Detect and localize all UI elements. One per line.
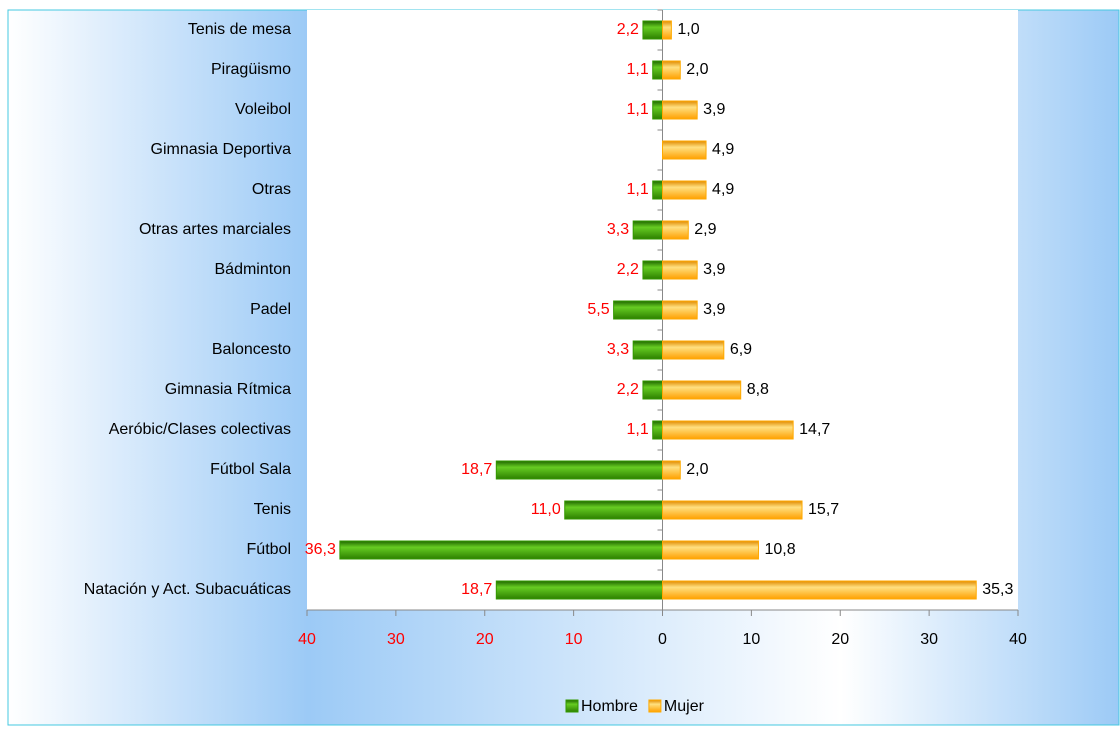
value-label: 3,3 <box>607 341 629 358</box>
value-label: 8,8 <box>747 381 769 398</box>
y-tick-label: Baloncesto <box>212 341 291 358</box>
y-tick-label: Aeróbic/Clases colectivas <box>109 421 291 438</box>
x-tick-label: 40 <box>1009 631 1027 648</box>
bar <box>642 380 664 400</box>
value-label: 15,7 <box>808 501 839 518</box>
bar <box>662 460 681 480</box>
bar <box>495 460 663 480</box>
x-tick-label: 10 <box>742 631 760 648</box>
y-tick-label: Gimnasia Rítmica <box>165 381 291 398</box>
bar <box>662 580 977 600</box>
value-label: 3,9 <box>703 301 725 318</box>
bar <box>662 260 698 280</box>
x-tick-label: 0 <box>658 631 667 648</box>
y-tick-label: Piragüismo <box>211 61 291 78</box>
x-tick-label: 30 <box>920 631 938 648</box>
value-label: 18,7 <box>461 461 492 478</box>
value-label: 1,1 <box>626 421 648 438</box>
bar <box>662 20 672 40</box>
bar <box>613 300 664 320</box>
y-tick-label: Otras artes marciales <box>139 221 291 238</box>
value-label: 4,9 <box>712 181 734 198</box>
value-label: 5,5 <box>587 301 609 318</box>
legend-swatch <box>565 699 579 713</box>
bar <box>662 140 707 160</box>
bar <box>662 100 698 120</box>
y-tick-label: Gimnasia Deportiva <box>151 141 292 158</box>
bar <box>662 420 794 440</box>
bar <box>662 180 707 200</box>
legend-label: Hombre <box>581 698 638 715</box>
value-label: 1,0 <box>677 21 699 38</box>
value-label: 10,8 <box>764 541 795 558</box>
value-label: 2,2 <box>617 21 639 38</box>
value-label: 2,2 <box>617 261 639 278</box>
bar <box>632 340 664 360</box>
legend-swatch <box>648 699 662 713</box>
value-label: 6,9 <box>730 341 752 358</box>
value-label: 3,9 <box>703 101 725 118</box>
value-label: 3,9 <box>703 261 725 278</box>
bar <box>662 300 698 320</box>
bar <box>662 220 689 240</box>
value-label: 3,3 <box>607 221 629 238</box>
y-tick-label: Otras <box>252 181 291 198</box>
value-label: 36,3 <box>305 541 336 558</box>
value-label: 1,1 <box>626 181 648 198</box>
x-tick-label: 20 <box>476 631 494 648</box>
bar <box>652 180 664 200</box>
y-tick-label: Fútbol <box>247 541 291 558</box>
bar <box>564 500 663 520</box>
x-tick-label: 40 <box>298 631 316 648</box>
bar <box>662 540 759 560</box>
y-tick-label: Natación y Act. Subacuáticas <box>84 581 291 598</box>
bar <box>652 100 664 120</box>
bar <box>632 220 664 240</box>
value-label: 4,9 <box>712 141 734 158</box>
bar <box>495 580 663 600</box>
y-tick-label: Padel <box>250 301 291 318</box>
bar <box>642 260 664 280</box>
y-tick-label: Fútbol Sala <box>210 461 291 478</box>
value-label: 2,9 <box>694 221 716 238</box>
value-label: 2,0 <box>686 61 708 78</box>
y-tick-label: Tenis <box>254 501 291 518</box>
value-label: 1,1 <box>626 101 648 118</box>
bar <box>642 20 664 40</box>
y-tick-label: Voleibol <box>235 101 291 118</box>
bar <box>662 500 803 520</box>
value-label: 35,3 <box>982 581 1013 598</box>
x-tick-label: 30 <box>387 631 405 648</box>
value-label: 18,7 <box>461 581 492 598</box>
y-tick-label: Tenis de mesa <box>188 21 291 38</box>
bar <box>652 60 664 80</box>
value-label: 2,2 <box>617 381 639 398</box>
value-label: 11,0 <box>531 501 561 518</box>
bar <box>662 60 681 80</box>
x-tick-label: 20 <box>831 631 849 648</box>
legend-label: Mujer <box>664 698 705 715</box>
bar <box>662 340 725 360</box>
bar <box>662 380 742 400</box>
value-label: 1,1 <box>626 61 648 78</box>
bar <box>339 540 663 560</box>
bar <box>652 420 664 440</box>
x-tick-label: 10 <box>565 631 583 648</box>
value-label: 2,0 <box>686 461 708 478</box>
value-label: 14,7 <box>799 421 830 438</box>
y-tick-label: Bádminton <box>215 261 292 278</box>
